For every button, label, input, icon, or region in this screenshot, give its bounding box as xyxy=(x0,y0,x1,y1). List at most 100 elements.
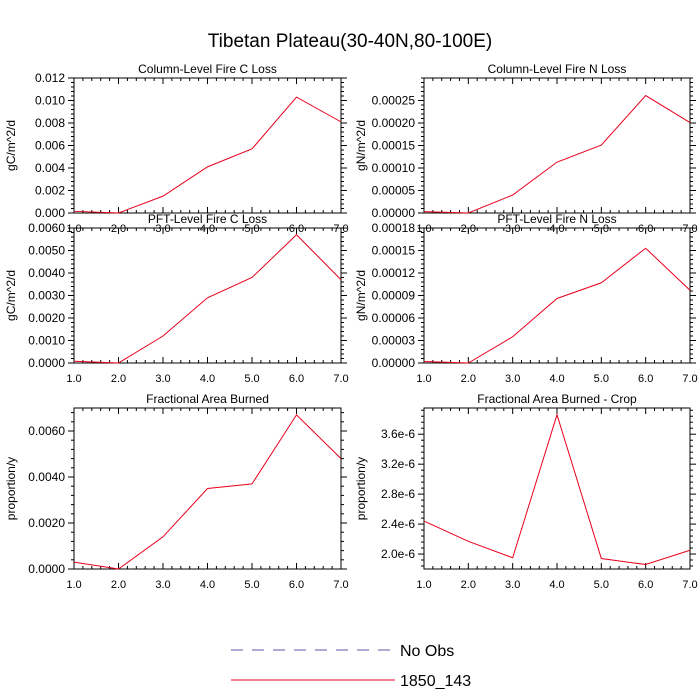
x-tick-label: 6.0 xyxy=(638,373,653,385)
x-tick-label: 1.0 xyxy=(416,579,431,591)
panel-title: Column-Level Fire C Loss xyxy=(138,62,277,76)
series-line xyxy=(423,94,691,214)
y-tick-label: 0.00000 xyxy=(372,356,416,370)
y-tick-label: 0.0060 xyxy=(28,221,65,235)
y-tick-label: 0.00020 xyxy=(372,116,416,130)
y-tick-label: 0.006 xyxy=(35,139,65,153)
y-tick-label: 0.000 xyxy=(35,206,65,220)
legend-item: 1850_143 xyxy=(231,673,471,690)
panel-5: Fractional Area Burned proportion/y 1.0 2.0… xyxy=(4,392,349,591)
y-tick-label: 0.012 xyxy=(35,71,65,85)
plot-frame xyxy=(73,77,342,214)
x-tick-label: 3.0 xyxy=(155,373,170,385)
y-tick-label: 0.00015 xyxy=(372,139,416,153)
x-tick-label: 3.0 xyxy=(505,579,520,591)
y-axis-label: gN/m^2/d xyxy=(354,120,368,171)
legend-item: No Obs xyxy=(231,643,454,660)
x-tick-label: 1.0 xyxy=(66,373,81,385)
y-tick-label: 0.0020 xyxy=(28,311,65,325)
panel-title: Fractional Area Burned - Crop xyxy=(477,392,637,406)
panel-title: Fractional Area Burned xyxy=(146,392,269,406)
y-tick-label: 0.0000 xyxy=(28,356,65,370)
figure-title: Tibetan Plateau(30-40N,80-100E) xyxy=(208,31,492,52)
x-tick-label: 3.0 xyxy=(155,579,170,591)
panel-title: PFT-Level Fire N Loss xyxy=(497,212,616,226)
y-axis-label: proportion/y xyxy=(354,457,368,520)
y-tick-label: 0.00006 xyxy=(372,311,416,325)
x-tick-label: 2.0 xyxy=(461,373,476,385)
series-line xyxy=(73,234,342,364)
y-axis-label: gC/m^2/d xyxy=(4,270,18,321)
x-tick-label: 5.0 xyxy=(244,579,259,591)
y-tick-label: 0.0060 xyxy=(28,424,65,438)
y-tick-label: 2.4e-6 xyxy=(381,517,415,531)
y-tick-label: 0.00012 xyxy=(372,266,416,280)
panels: Column-Level Fire C Loss gC/m^2/d 1.0 2.0 3.… xyxy=(4,62,698,591)
panel-4: PFT-Level Fire N Loss gN/m^2/d 1.0 2.0 3.0 4.… xyxy=(354,212,698,385)
x-tick-label: 5.0 xyxy=(594,579,609,591)
series-line xyxy=(423,247,691,364)
panel-title: Column-Level Fire N Loss xyxy=(488,62,627,76)
x-tick-label: 2.0 xyxy=(461,579,476,591)
y-tick-label: 0.00009 xyxy=(372,289,416,303)
y-axis-label: gC/m^2/d xyxy=(4,120,18,171)
legend-label: No Obs xyxy=(400,643,454,660)
x-tick-label: 4.0 xyxy=(200,373,215,385)
y-tick-label: 2.8e-6 xyxy=(381,487,415,501)
plot-frame xyxy=(423,407,691,570)
panel-6: Fractional Area Burned - Crop proportion/… xyxy=(354,392,698,591)
x-tick-label: 4.0 xyxy=(200,579,215,591)
y-tick-label: 0.00018 xyxy=(372,221,416,235)
legend: No Obs 1850_143 xyxy=(231,643,471,690)
x-tick-label: 4.0 xyxy=(549,373,564,385)
x-tick-label: 6.0 xyxy=(289,579,304,591)
y-axis-label: gN/m^2/d xyxy=(354,270,368,321)
y-tick-label: 3.6e-6 xyxy=(381,427,415,441)
y-tick-label: 0.002 xyxy=(35,184,65,198)
y-tick-label: 0.008 xyxy=(35,116,65,130)
x-tick-label: 4.0 xyxy=(549,579,564,591)
x-tick-label: 7.0 xyxy=(682,579,697,591)
panel-title: PFT-Level Fire C Loss xyxy=(148,212,267,226)
series-line xyxy=(73,96,342,214)
y-tick-label: 0.00005 xyxy=(372,184,416,198)
y-tick-label: 0.0040 xyxy=(28,266,65,280)
x-tick-label: 6.0 xyxy=(289,373,304,385)
x-tick-label: 7.0 xyxy=(333,579,348,591)
y-tick-label: 0.0010 xyxy=(28,334,65,348)
x-tick-label: 2.0 xyxy=(111,373,126,385)
series-line xyxy=(423,413,691,566)
y-tick-label: 0.0020 xyxy=(28,516,65,530)
x-tick-label: 3.0 xyxy=(505,373,520,385)
x-tick-label: 1.0 xyxy=(416,373,431,385)
x-tick-label: 6.0 xyxy=(638,579,653,591)
legend-label: 1850_143 xyxy=(400,673,471,690)
x-tick-label: 5.0 xyxy=(244,373,259,385)
y-tick-label: 0.0040 xyxy=(28,470,65,484)
x-tick-label: 7.0 xyxy=(682,373,697,385)
panel-3: PFT-Level Fire C Loss gC/m^2/d 1.0 2.0 3.0 4.… xyxy=(4,212,349,385)
x-tick-label: 5.0 xyxy=(594,373,609,385)
y-tick-label: 0.00015 xyxy=(372,244,416,258)
y-tick-label: 2.0e-6 xyxy=(381,547,415,561)
plot-frame xyxy=(73,227,342,364)
y-tick-label: 0.0030 xyxy=(28,289,65,303)
y-axis-label: proportion/y xyxy=(4,457,18,520)
y-tick-label: 0.0000 xyxy=(28,562,65,576)
y-tick-label: 3.2e-6 xyxy=(381,457,415,471)
x-tick-label: 7.0 xyxy=(333,373,348,385)
y-tick-label: 0.004 xyxy=(35,161,65,175)
x-tick-label: 2.0 xyxy=(111,579,126,591)
plot-frame xyxy=(423,227,691,364)
y-tick-label: 0.00000 xyxy=(372,206,416,220)
y-tick-label: 0.00010 xyxy=(372,161,416,175)
series-line xyxy=(73,414,342,570)
y-tick-label: 0.0050 xyxy=(28,244,65,258)
y-tick-label: 0.00003 xyxy=(372,334,416,348)
y-tick-label: 0.010 xyxy=(35,94,65,108)
x-tick-label: 1.0 xyxy=(66,579,81,591)
y-tick-label: 0.00025 xyxy=(372,94,416,108)
